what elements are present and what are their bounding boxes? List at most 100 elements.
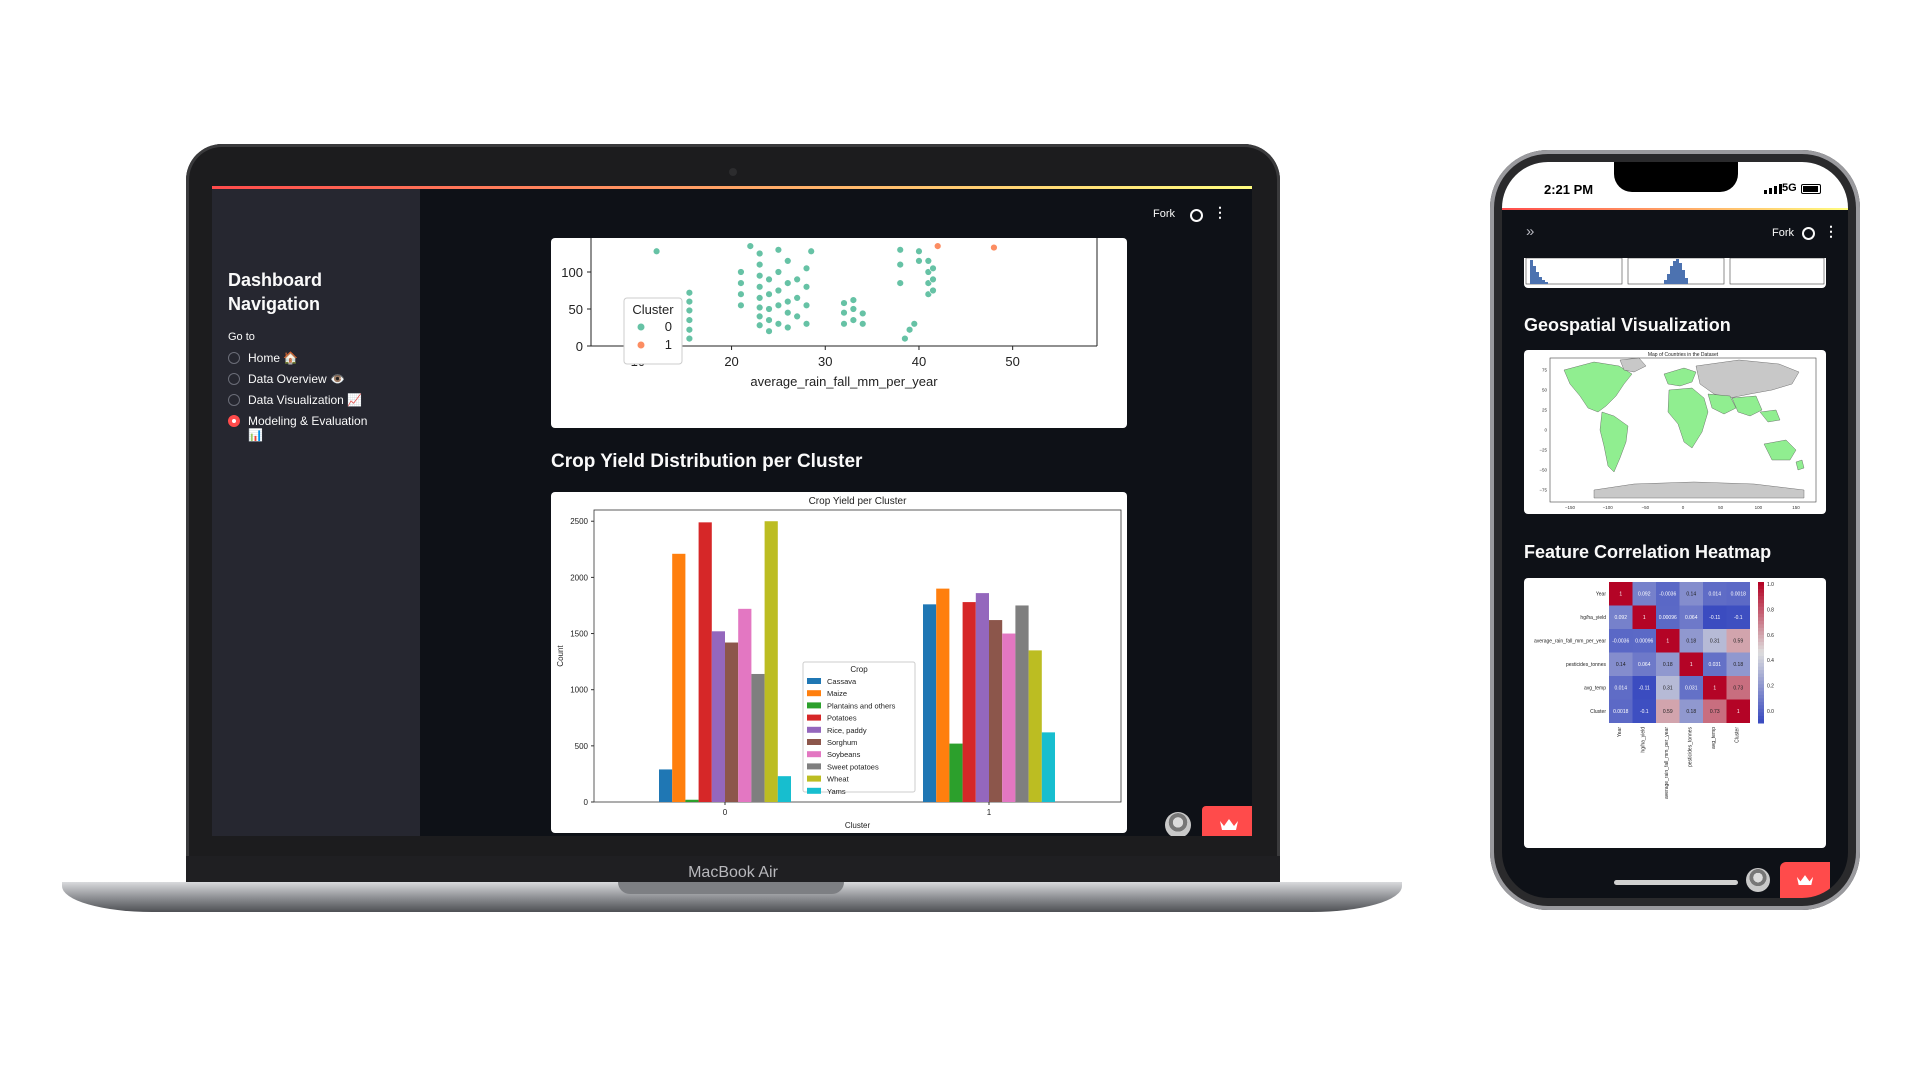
laptop-screen: Dashboard Navigation Go to Home 🏠 Data O… (212, 186, 1252, 836)
colorbar-segment (1758, 715, 1764, 720)
crown-button[interactable] (1780, 862, 1830, 898)
legend-swatch (807, 726, 821, 733)
colorbar-tick-label: 1.0 (1767, 582, 1774, 588)
heatmap-cell (1726, 699, 1750, 723)
map-landmass (1599, 411, 1629, 473)
crown-button[interactable] (1202, 806, 1252, 836)
scatter-point (737, 279, 745, 287)
kebab-menu-icon[interactable]: ⋮ (1824, 223, 1838, 239)
goto-label: Go to (228, 331, 255, 343)
radio-button[interactable] (228, 373, 240, 385)
scatter-point (755, 312, 764, 321)
heatmap-cell (1632, 582, 1656, 606)
colorbar-segment (1758, 648, 1764, 653)
colorbar-segment (1758, 666, 1764, 671)
legend-entry: Plantains and others (827, 701, 896, 710)
radio-button-selected[interactable] (228, 415, 240, 427)
heatmap-cell (1726, 629, 1750, 653)
colorbar-segment (1758, 712, 1764, 717)
heatmap-cell-label: 0.031 (1708, 662, 1721, 668)
heatmap-cell-label: -0.11 (1639, 686, 1650, 692)
map-lat-tick: −50 (1539, 468, 1547, 473)
bar-chart-card: Crop Yield per Cluster 0 500 1000 1500 2000 25… (551, 492, 1127, 833)
heatmap-cell (1703, 652, 1727, 676)
bar (1015, 605, 1029, 802)
crown-icon (1220, 818, 1238, 830)
sidebar: Dashboard Navigation Go to Home 🏠 Data O… (212, 189, 420, 836)
scatter-point (784, 279, 792, 287)
heatmap-cell (1703, 676, 1727, 700)
radio-button[interactable] (228, 394, 240, 406)
x-tick-label: 1 (987, 808, 992, 817)
legend-swatch (807, 787, 821, 794)
heatmap-cell (1679, 582, 1703, 606)
scatter-point (849, 296, 858, 304)
heatmap-cell (1632, 652, 1656, 676)
heatmap-cell (1632, 629, 1656, 653)
heatmap-col-label: Cluster (1734, 727, 1740, 743)
colorbar-segment (1758, 617, 1764, 622)
double-chevron-right-icon[interactable]: » (1526, 223, 1535, 240)
nav-radio-modeling-evaluation[interactable]: Modeling & Evaluation 📊 (228, 414, 378, 450)
map-lon-tick: 100 (1755, 505, 1763, 510)
nav-radio-home[interactable]: Home 🏠 (228, 351, 413, 372)
device-label: MacBook Air (688, 864, 778, 881)
heatmap-cell (1726, 652, 1750, 676)
github-icon[interactable] (1190, 209, 1203, 222)
crown-icon (1796, 874, 1814, 885)
map-landmass (1563, 361, 1633, 413)
radio-button[interactable] (228, 352, 240, 364)
legend-box (623, 297, 683, 365)
heatmap-cell (1609, 629, 1633, 653)
kebab-menu-icon[interactable]: ⋮ (1213, 204, 1227, 220)
colorbar-segment (1758, 613, 1764, 618)
colorbar-segment (1758, 645, 1764, 650)
bar (989, 620, 1003, 802)
avatar[interactable] (1165, 812, 1191, 836)
heatmap-row-label: hg/ha_yield (1580, 615, 1606, 621)
github-icon[interactable] (1802, 227, 1815, 240)
legend-entry: Maize (827, 689, 847, 698)
bar (738, 608, 752, 802)
scatter-point (755, 271, 764, 280)
map-lon-tick: −100 (1603, 505, 1614, 510)
bar (764, 521, 778, 802)
colorbar-segment (1758, 589, 1764, 594)
colorbar-segment (1758, 603, 1764, 608)
scatter-point (685, 306, 694, 315)
scatter-point (896, 279, 904, 287)
colorbar-segment (1758, 663, 1764, 668)
scatter-point (896, 260, 904, 269)
legend-entry: Sweet potatoes (827, 762, 879, 771)
legend-marker (637, 323, 645, 331)
colorbar-segment (1758, 698, 1764, 703)
heatmap-cell-label: 0.0018 (1731, 592, 1747, 598)
fork-button[interactable]: Fork (1153, 208, 1175, 220)
scatter-point (765, 275, 773, 284)
scatter-point (840, 308, 848, 317)
y-tick-label: 100 (561, 265, 583, 280)
top-decoration-line (212, 186, 1252, 189)
scatter-point (737, 268, 745, 276)
heatmap-cell (1656, 582, 1680, 606)
heatmap-cell-label: -0.11 (1709, 615, 1720, 621)
heatmap-cell (1726, 605, 1750, 629)
fork-button[interactable]: Fork (1772, 227, 1794, 239)
nav-radio-data-visualization[interactable]: Data Visualization 📈 (228, 393, 413, 414)
heatmap-cell-label: -0.0036 (1612, 639, 1629, 645)
legend-swatch (807, 763, 821, 770)
bar (949, 743, 963, 802)
y-tick-label: 2000 (570, 573, 588, 582)
nav-radio-data-overview[interactable]: Data Overview 👁️ (228, 372, 413, 393)
heatmap-cell-label: 0.59 (1733, 639, 1743, 645)
section-title-crop-yield: Crop Yield Distribution per Cluster (551, 451, 863, 472)
avatar[interactable] (1746, 868, 1770, 892)
scatter-point (737, 301, 745, 310)
map-card: Map of Countries in the Dataset −150 −100 −… (1524, 350, 1826, 514)
phone-notch (1614, 162, 1738, 192)
scatter-point (934, 242, 942, 250)
x-tick-label: 20 (724, 354, 738, 369)
heatmap-col-label: hg/ha_yield (1640, 727, 1646, 753)
network-label: 5G (1782, 182, 1797, 194)
map-landmass (1731, 395, 1763, 417)
